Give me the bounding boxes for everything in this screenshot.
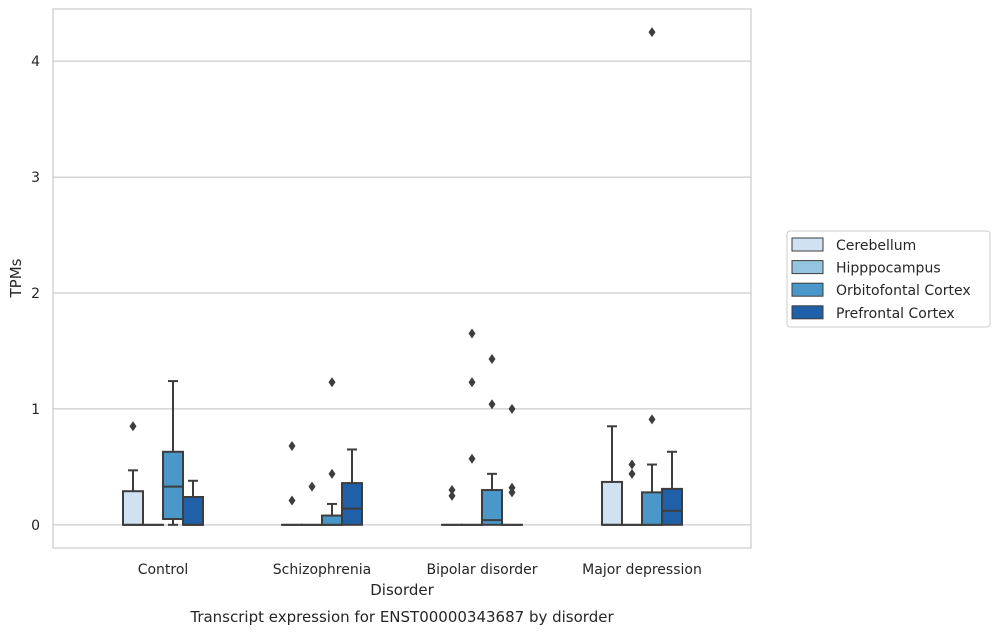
legend-label: Orbitofontal Cortex [836,283,971,299]
outlier-point [469,377,476,387]
legend-swatch [792,283,823,296]
x-tick-label: Schizophrenia [273,562,371,578]
outlier-point [469,329,476,339]
outlier-point [629,460,636,470]
y-tick-label: 2 [31,286,40,302]
box-3-1 [342,449,362,524]
outlier-point [289,495,296,505]
y-tick-label: 4 [31,54,40,70]
outlier-point [130,421,137,431]
x-tick-label: Major depression [582,562,702,578]
box-1-2 [462,329,482,525]
x-tick-label: Bipolar disorder [426,562,537,578]
outlier-point [489,354,496,364]
box-0-2 [442,485,462,525]
plot-frame [53,9,751,548]
box-body [123,491,143,525]
box-2-3 [642,27,662,525]
outlier-point [649,414,656,424]
y-tick-label: 0 [31,518,40,534]
box-layer [123,27,682,525]
x-tick-labels: Control Schizophrenia Bipolar disorder Majo… [138,562,702,578]
legend-label: Hipppocampus [836,261,941,277]
y-tick-labels: 0 1 2 3 4 [31,54,40,534]
outlier-point [489,399,496,409]
box-body [662,489,682,525]
box-body [602,482,622,525]
outlier-point [289,441,296,451]
box-2-0 [163,381,183,525]
box-3-0 [183,481,203,525]
outlier-point [449,491,456,501]
x-tick-label: Control [138,562,189,578]
box-body [342,483,362,525]
box-body [322,516,342,525]
y-tick-label: 3 [31,170,40,186]
y-axis-label: TPMs [7,258,25,298]
legend-swatch [792,238,823,251]
box-3-3 [662,452,682,525]
box-3-2 [502,404,522,525]
box-1-3 [622,460,642,525]
grid-layer [53,61,751,525]
x-axis-label: Disorder [370,581,434,599]
box-0-0 [123,421,143,525]
legend-label: Prefrontal Cortex [836,306,955,322]
box-2-1 [322,377,342,525]
outlier-point [309,482,316,492]
box-body [642,492,662,524]
box-body [183,497,203,525]
box-2-2 [482,354,502,525]
box-0-3 [602,426,622,525]
outlier-point [469,454,476,464]
outlier-point [329,377,336,387]
box-1-1 [302,482,322,525]
outlier-point [649,27,656,37]
box-0-1 [282,441,302,525]
box-body [163,452,183,519]
outlier-point [329,469,336,479]
chart-title: Transcript expression for ENST0000034368… [189,608,614,626]
y-tick-label: 1 [31,402,40,418]
legend: Cerebellum Hipppocampus Orbitofontal Corte… [787,231,990,327]
outlier-point [629,469,636,479]
legend-label: Cerebellum [836,238,916,254]
outlier-point [509,404,516,414]
legend-swatch [792,306,823,319]
legend-swatch [792,261,823,274]
